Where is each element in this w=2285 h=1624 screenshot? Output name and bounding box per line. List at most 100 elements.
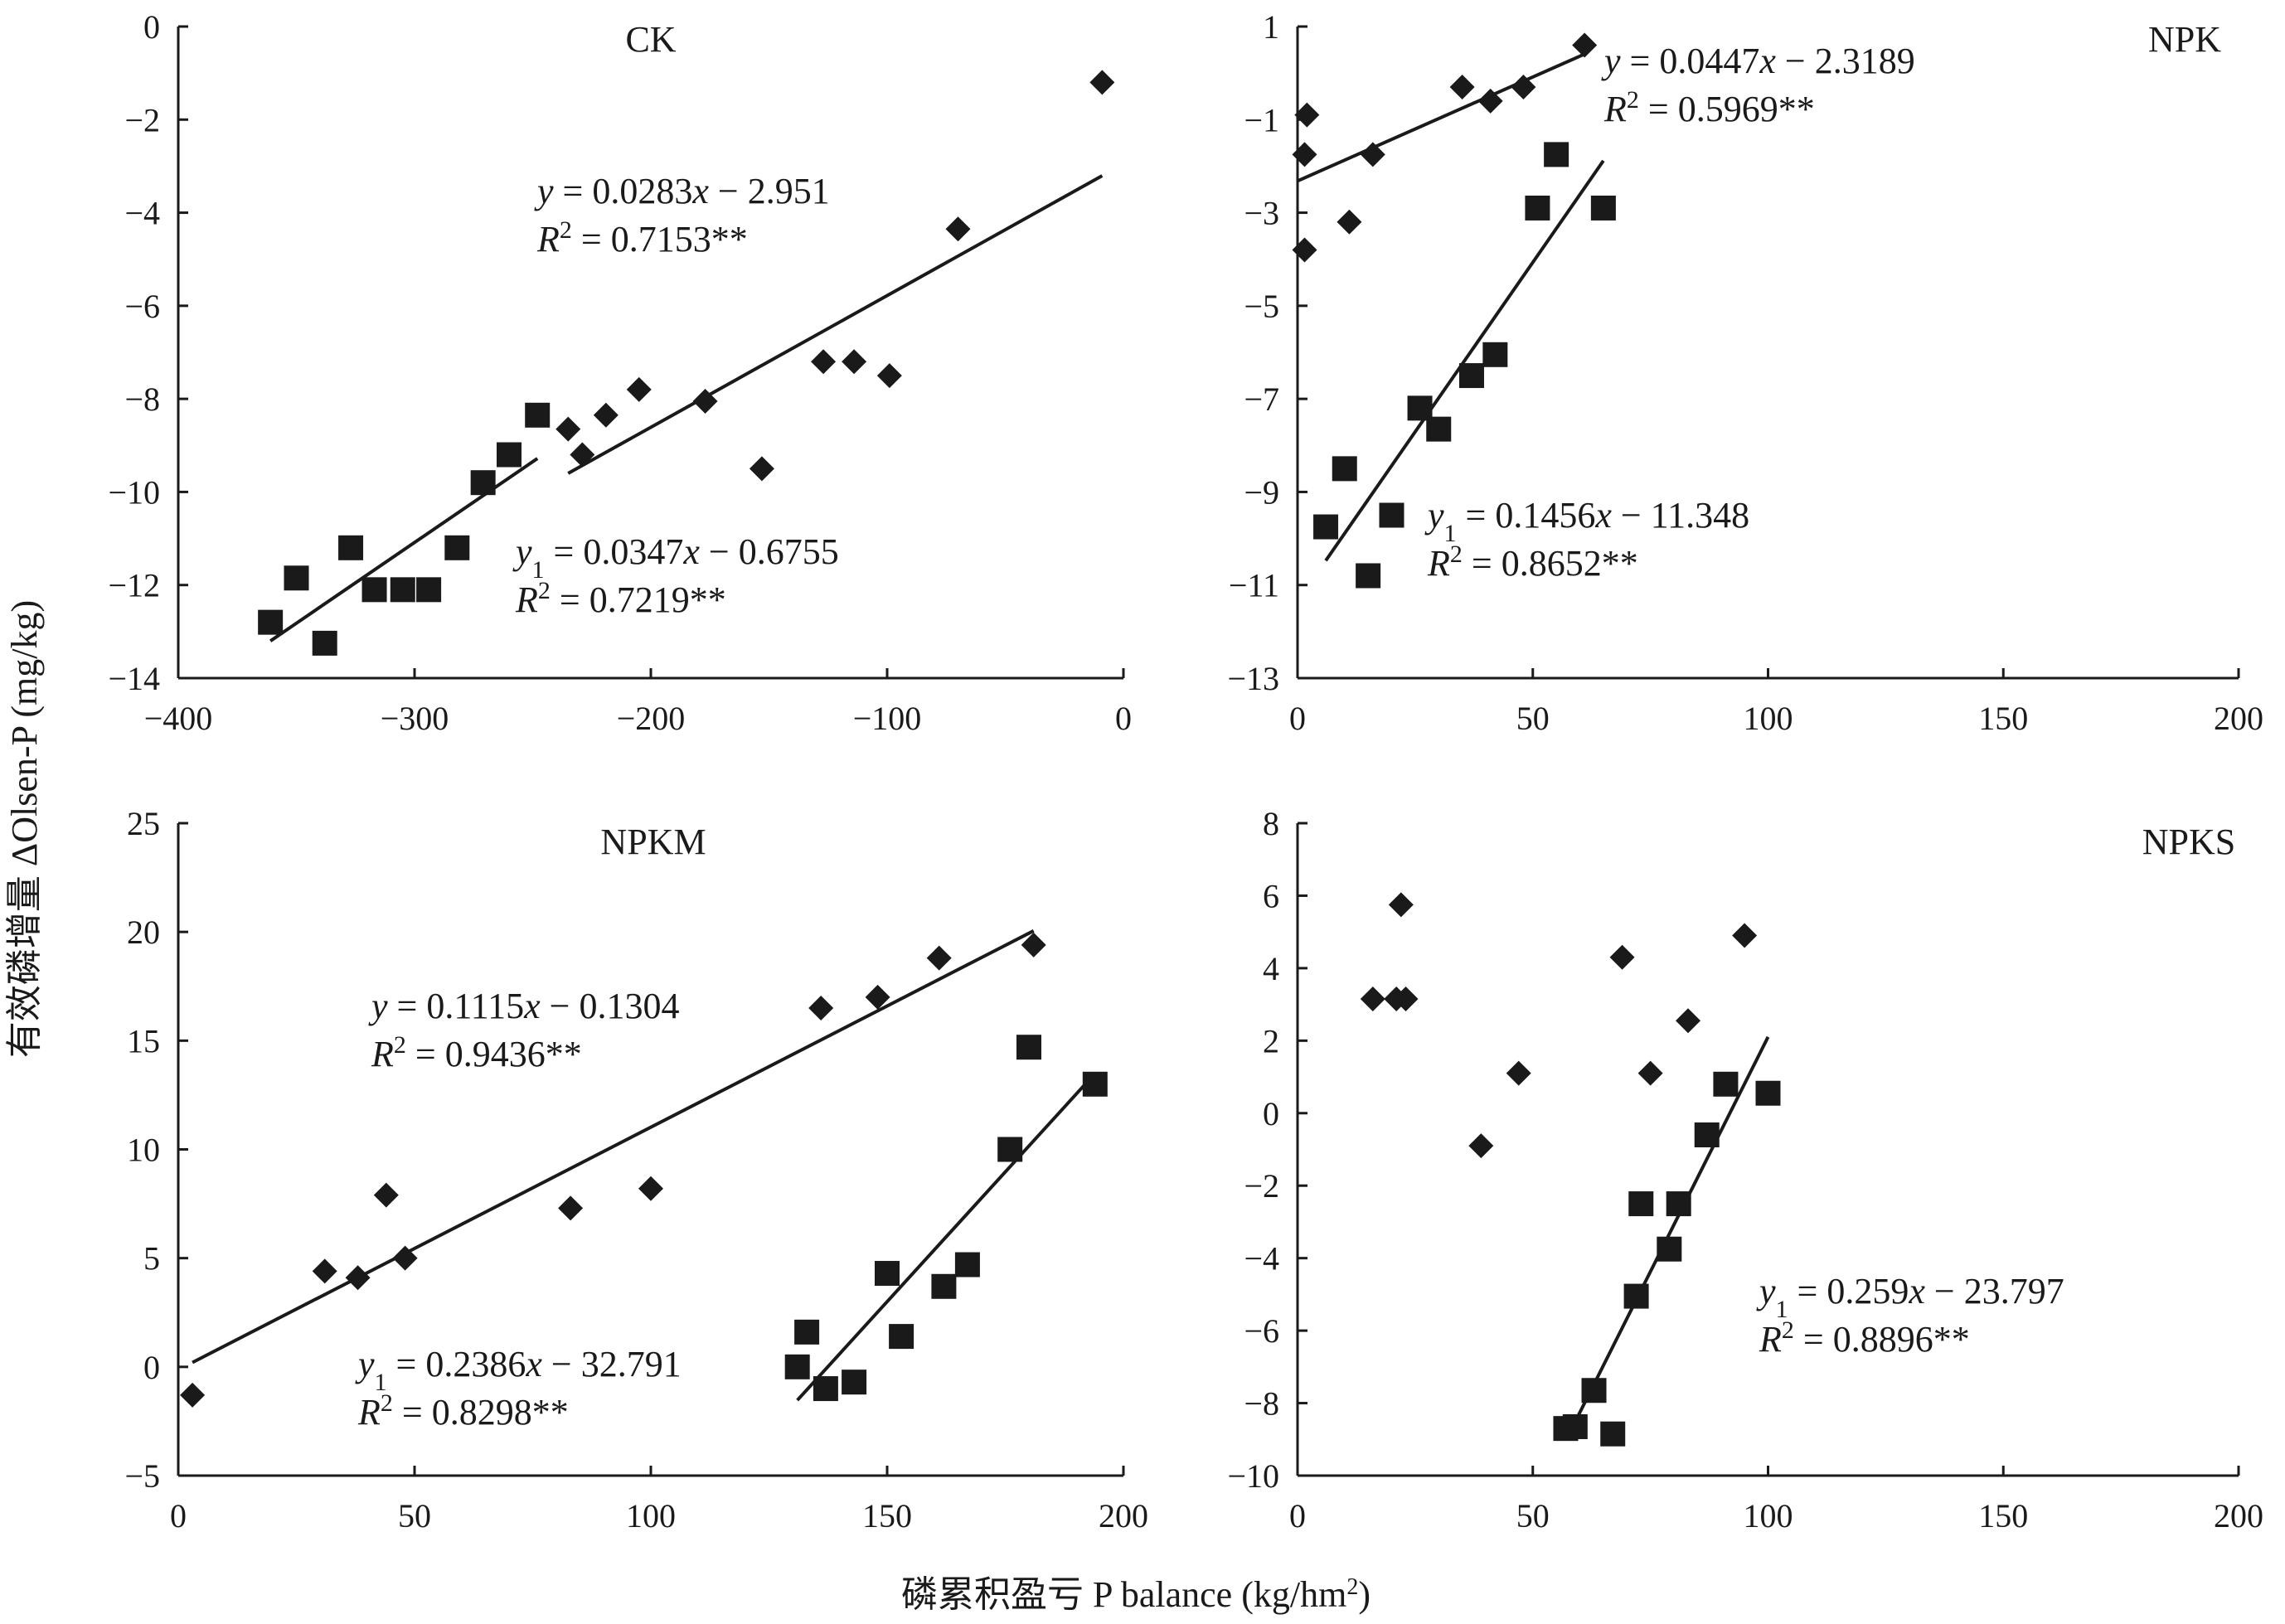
y-tick-label: −8 (124, 381, 160, 418)
y-tick-label: −4 (124, 195, 160, 232)
diamond-point (392, 1245, 418, 1271)
diamond-point (555, 416, 581, 442)
y-tick-label: −3 (1244, 195, 1279, 232)
square-point (1458, 363, 1484, 389)
y-tick-label: 0 (143, 1349, 160, 1386)
square-point (1482, 342, 1508, 367)
square-point (1525, 195, 1550, 221)
x-tick-label: 50 (398, 1497, 431, 1534)
square-point (361, 577, 387, 603)
diamond-point (593, 402, 619, 428)
diamond-point (1637, 1060, 1663, 1086)
diamond-point (1337, 209, 1362, 235)
diamond-point (570, 442, 595, 468)
y-tick-label: −2 (1244, 1167, 1279, 1205)
square-point (997, 1137, 1023, 1162)
diamond-point (1292, 237, 1317, 263)
equation-square: y1 = 0.1456x − 11.348 (1424, 495, 1749, 547)
diamond-point (1468, 1133, 1494, 1159)
x-tick-label: 0 (1115, 700, 1132, 737)
square-point (1407, 395, 1433, 421)
square-point (525, 402, 551, 428)
y-tick-label: −5 (1244, 288, 1279, 325)
y-tick-label: −14 (108, 660, 160, 697)
x-tick-label: 100 (1744, 700, 1793, 737)
square-point (875, 1261, 900, 1287)
y-tick-label: −12 (108, 567, 160, 604)
diamond-point (1676, 1008, 1701, 1034)
x-tick-label: 0 (170, 1497, 187, 1534)
square-point (842, 1369, 867, 1395)
x-tick-label: 200 (2214, 700, 2263, 737)
diamond-point (1477, 88, 1503, 114)
y-tick-label: −2 (124, 101, 160, 138)
fit-line-diamond (1297, 52, 1585, 183)
panel-title: NPKS (2142, 822, 2236, 862)
diamond-point (1021, 932, 1046, 957)
equation-diamond: y = 0.1115x − 0.1304 (368, 986, 679, 1026)
diamond-point (749, 456, 774, 482)
diamond-point (876, 363, 902, 389)
square-point (794, 1319, 820, 1345)
y-tick-label: −9 (1244, 473, 1279, 511)
square-point (258, 609, 284, 635)
diamond-point (1294, 102, 1320, 128)
x-axis-label-close: ) (1358, 1574, 1371, 1615)
r-squared-diamond: R2 = 0.5969** (1603, 86, 1815, 130)
y-tick-label: −10 (108, 473, 160, 511)
y-tick-label: 15 (127, 1022, 160, 1059)
r-squared-square: R2 = 0.8652** (1427, 541, 1638, 584)
y-tick-label: −11 (1229, 567, 1279, 604)
panel-npks: −10 −8 −6 −4 −2 0 2 4 6 8 0 50 100 150 200 NPKS y1 = 0.2… (1227, 805, 2263, 1534)
r-squared-diamond: R2 = 0.7153** (536, 216, 748, 260)
diamond-point (1609, 944, 1635, 970)
x-tick-label: −300 (381, 700, 449, 737)
x-tick-label: 50 (1516, 700, 1550, 737)
x-tick-label: 0 (1289, 1497, 1306, 1534)
diamond-point (926, 945, 952, 971)
square-point (1623, 1283, 1649, 1309)
x-tick-label: 200 (1099, 1497, 1148, 1534)
square-point (444, 535, 470, 560)
x-axis-label: 磷累积盈亏 P balance (kg/hm2) (901, 1574, 1371, 1616)
diamond-point (1089, 70, 1115, 95)
y-tick-label: 4 (1263, 950, 1279, 987)
y-tick-label: −4 (1244, 1240, 1279, 1277)
diamond-point (842, 349, 867, 375)
square-point (1600, 1421, 1626, 1447)
diamond-point (1393, 987, 1419, 1012)
square-point (1694, 1122, 1720, 1148)
r-squared-square: R2 = 0.8896** (1759, 1316, 1970, 1360)
x-tick-label: −400 (144, 700, 213, 737)
square-point (284, 565, 309, 591)
square-point (1426, 416, 1452, 442)
y-axis-label: 有效磷增量 ΔOlsen-P (mg/kg) (4, 600, 45, 1058)
x-tick-label: −100 (853, 700, 922, 737)
square-point (1755, 1080, 1781, 1106)
panel-title: CK (625, 19, 676, 60)
panel-ck: −14 −12 −10 −8 −6 −4 −2 0 −400 −300 −200 −100 0 CK y =… (108, 8, 1132, 737)
y-tick-label: −6 (1244, 1312, 1279, 1350)
square-point (416, 577, 442, 603)
y-tick-label: 20 (127, 914, 160, 951)
y-tick-label: −8 (1244, 1385, 1279, 1423)
y-tick-label: 10 (127, 1132, 160, 1169)
diamond-point (373, 1182, 399, 1208)
x-tick-label: 0 (1289, 700, 1306, 737)
diamond-point (180, 1382, 206, 1408)
fit-line-square (796, 1072, 1097, 1402)
panel-title: NPK (2148, 19, 2221, 60)
diamond-point (1449, 74, 1475, 99)
square-point (813, 1376, 838, 1402)
diamond-point (945, 216, 971, 242)
y-tick-label: 5 (143, 1240, 160, 1277)
y-tick-label: 1 (1263, 8, 1279, 46)
square-point (1590, 195, 1616, 221)
square-point (1332, 456, 1357, 482)
x-tick-label: 200 (2214, 1497, 2263, 1534)
y-tick-label: −1 (1244, 101, 1279, 138)
equation-square: y1 = 0.259x − 23.797 (1756, 1271, 2064, 1323)
diamond-point (1360, 987, 1385, 1012)
square-point (1544, 142, 1569, 167)
